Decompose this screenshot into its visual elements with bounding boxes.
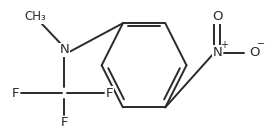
Text: F: F — [106, 87, 113, 100]
Text: CH₃: CH₃ — [24, 10, 46, 23]
Text: −: − — [257, 39, 265, 49]
Text: F: F — [12, 87, 19, 100]
Text: O: O — [212, 10, 223, 23]
Text: N: N — [213, 46, 222, 59]
Text: +: + — [220, 40, 228, 50]
Text: N: N — [60, 43, 69, 56]
Text: F: F — [61, 116, 68, 129]
Text: O: O — [250, 46, 260, 59]
